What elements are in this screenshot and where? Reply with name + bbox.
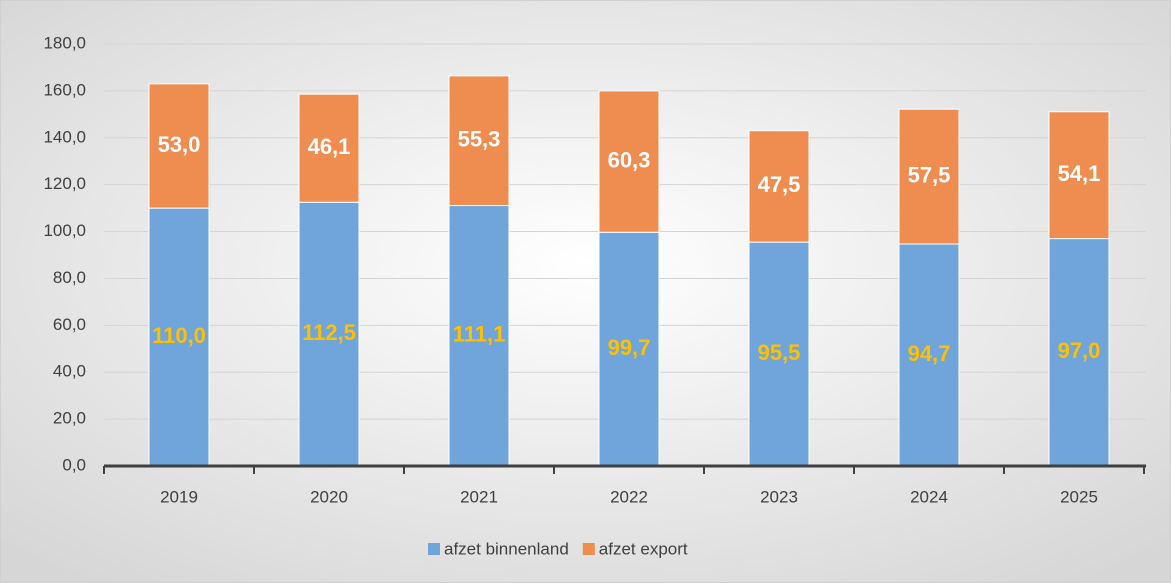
y-tick-label: 0,0	[62, 455, 86, 474]
data-label: 94,7	[908, 341, 951, 366]
data-label: 57,5	[908, 162, 951, 187]
data-label: 55,3	[458, 127, 501, 152]
data-label: 111,1	[453, 322, 506, 347]
bar-segment	[598, 231, 660, 467]
bar-segment	[748, 130, 810, 243]
y-tick-label: 20,0	[53, 409, 86, 428]
data-label: 112,5	[302, 320, 356, 345]
data-label: 47,5	[758, 172, 801, 197]
data-label: 46,1	[308, 134, 351, 159]
bar-segment	[298, 93, 360, 203]
x-tick-label: 2019	[160, 487, 198, 506]
y-tick-label: 140,0	[43, 127, 86, 146]
data-label: 95,5	[758, 340, 801, 365]
legend-label: afzet binnenland	[444, 539, 569, 558]
x-tick-label: 2022	[610, 487, 648, 506]
x-tick-label: 2021	[460, 487, 498, 506]
bar-segment	[448, 75, 510, 207]
data-label: 110,0	[152, 323, 206, 348]
bar-segment	[1048, 111, 1110, 240]
legend-label: afzet export	[599, 539, 688, 558]
bar-segment	[598, 90, 660, 233]
bar-segment	[898, 243, 960, 467]
bar-segment	[1048, 238, 1110, 467]
data-label: 60,3	[608, 147, 651, 172]
data-label: 99,7	[608, 335, 651, 360]
y-tick-label: 40,0	[53, 362, 86, 381]
y-tick-label: 180,0	[43, 33, 86, 52]
y-tick-label: 60,0	[53, 315, 86, 334]
data-label: 53,0	[158, 132, 201, 157]
bar-segment	[148, 83, 210, 209]
data-label: 97,0	[1058, 338, 1101, 363]
legend-swatch	[582, 543, 595, 555]
bar-segment	[898, 108, 960, 245]
legend-swatch	[428, 543, 440, 555]
x-tick-label: 2020	[310, 487, 348, 506]
data-label: 54,1	[1058, 161, 1101, 186]
bar-segment	[748, 241, 810, 467]
x-tick-label: 2024	[910, 487, 948, 506]
bar-segment	[448, 205, 510, 467]
y-tick-label: 160,0	[43, 80, 86, 99]
x-tick-label: 2025	[1060, 487, 1098, 506]
x-tick-label: 2023	[760, 487, 798, 506]
y-tick-label: 80,0	[53, 268, 86, 287]
y-tick-label: 120,0	[43, 174, 86, 193]
y-tick-label: 100,0	[43, 221, 86, 240]
